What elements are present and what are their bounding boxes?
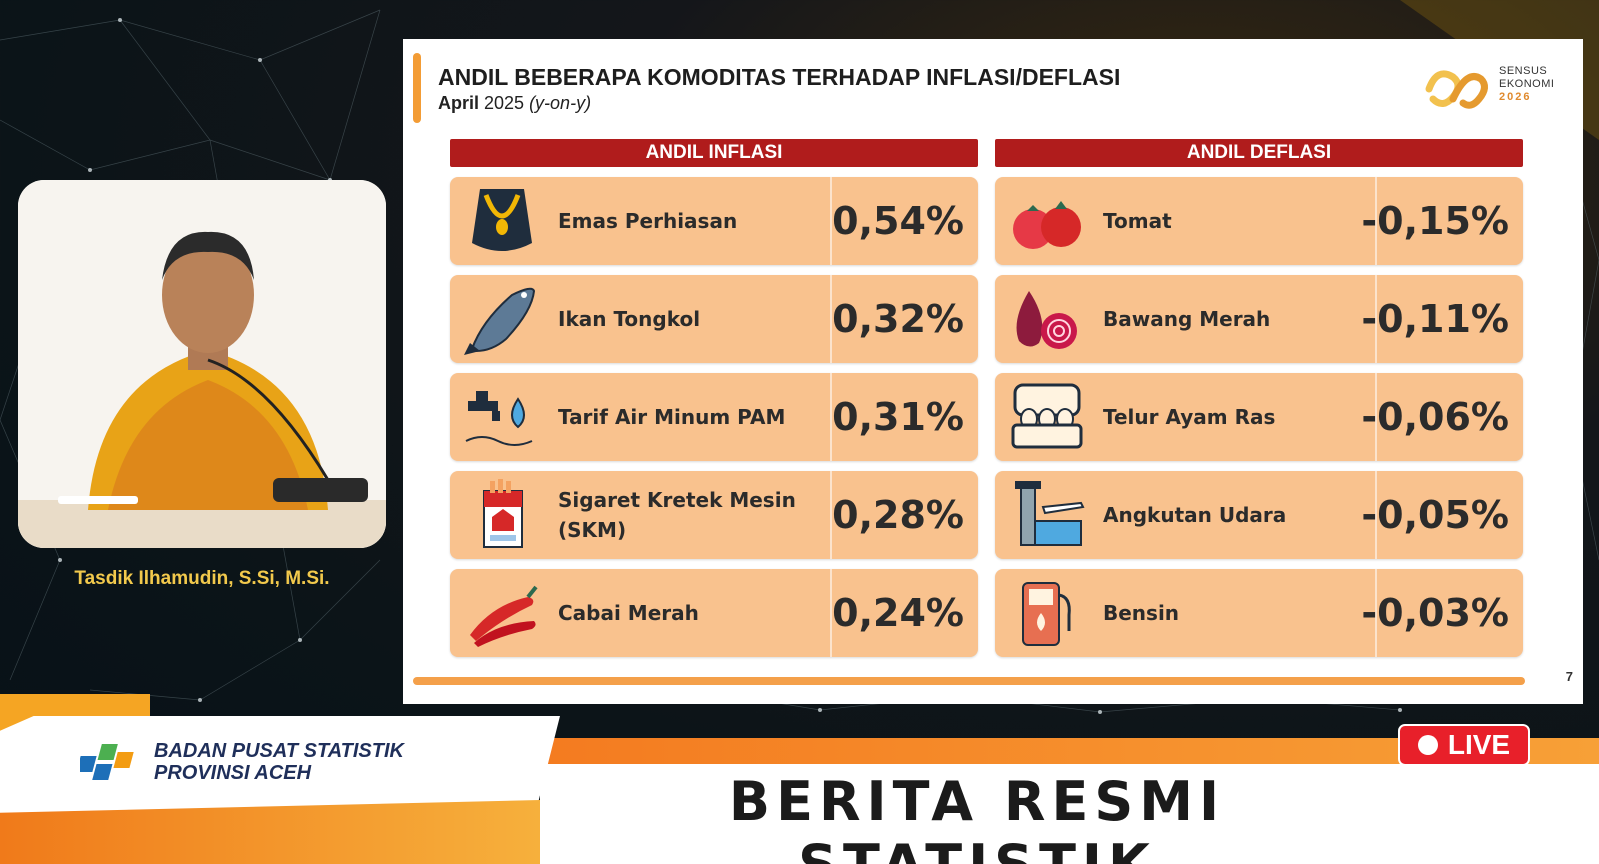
inflasi-value: 0,31%: [832, 395, 964, 439]
slide-subtitle: April 2025 (y-on-y): [438, 93, 591, 114]
necklace-icon: [472, 189, 532, 251]
row-divider: [830, 569, 832, 657]
egg-carton-icon: [1011, 383, 1083, 449]
deflasi-row: Angkutan Udara -0,05%: [995, 471, 1523, 559]
inflasi-value: 0,28%: [832, 493, 964, 537]
row-divider: [1375, 569, 1377, 657]
deflasi-column: ANDIL DEFLASI Tomat -0,15% Bawang Merah …: [995, 139, 1523, 657]
deflasi-row: Telur Ayam Ras -0,06%: [995, 373, 1523, 461]
inflasi-label: Tarif Air Minum PAM: [558, 405, 786, 429]
deflasi-value: -0,11%: [1361, 297, 1509, 341]
live-label: LIVE: [1447, 729, 1511, 760]
speaker-name: Tasdik Ilhamudin, S.Si, M.Si.: [74, 568, 330, 589]
inflasi-label: Ikan Tongkol: [558, 307, 701, 331]
inflasi-row: Emas Perhiasan 0,54%: [450, 177, 978, 265]
row-divider: [1375, 471, 1377, 559]
inflasi-value: 0,24%: [832, 591, 964, 635]
inflasi-header: ANDIL INFLASI: [450, 139, 978, 167]
deflasi-header: ANDIL DEFLASI: [995, 139, 1523, 167]
cigarette-pack-icon: [483, 479, 523, 548]
speaker-video: [18, 180, 386, 548]
speaker-illustration: [18, 180, 386, 548]
inflasi-column: ANDIL INFLASI Emas Perhiasan 0,54% Ikan …: [450, 139, 978, 657]
inflasi-label: Sigaret Kretek Mesin (SKM): [558, 488, 796, 542]
deflasi-label: Angkutan Udara: [1103, 503, 1287, 527]
deflasi-label: Tomat: [1103, 209, 1172, 233]
slide-title: ANDIL BEBERAPA KOMODITAS TERHADAP INFLAS…: [438, 64, 1121, 90]
deflasi-value: -0,05%: [1361, 493, 1509, 537]
inflasi-label: Emas Perhiasan: [558, 209, 738, 233]
bps-logo-icon: [80, 744, 134, 780]
subtitle-year: 2025: [479, 93, 530, 113]
row-divider: [830, 177, 832, 265]
deflasi-value: -0,03%: [1361, 591, 1509, 635]
fuel-pump-icon: [1022, 582, 1071, 646]
sensus-ekonomi-mark-icon: [1425, 70, 1488, 109]
program-title: BERITA RESMI STATISTIK: [728, 770, 1226, 864]
logo-line-1: SENSUS: [1499, 65, 1548, 77]
row-divider: [830, 373, 832, 461]
deflasi-label: Bawang Merah: [1103, 307, 1271, 331]
org-name-line-2: PROVINSI ACEH: [154, 762, 312, 784]
airport-icon: [1015, 481, 1085, 546]
deflasi-label: Bensin: [1103, 601, 1180, 625]
presentation-slide: ANDIL BEBERAPA KOMODITAS TERHADAP INFLAS…: [403, 39, 1583, 704]
live-badge: LIVE: [1398, 724, 1530, 766]
deflasi-row: Tomat -0,15%: [995, 177, 1523, 265]
slide-progress-bar: [413, 677, 1525, 685]
row-divider: [830, 471, 832, 559]
fish-icon: [464, 287, 536, 355]
subtitle-yoy: (y-on-y): [529, 93, 592, 113]
row-divider: [830, 275, 832, 363]
inflasi-label: Cabai Merah: [558, 601, 699, 625]
org-name: BADAN PUSAT STATISTIK PROVINSI ACEH: [154, 740, 404, 784]
live-dot-icon: [1417, 735, 1438, 755]
lower-left-stripes: [0, 800, 540, 864]
inflasi-row: Sigaret Kretek Mesin (SKM) 0,28%: [450, 471, 978, 559]
subtitle-month: April: [438, 93, 480, 113]
deflasi-row: Bawang Merah -0,11%: [995, 275, 1523, 363]
logo-line-2: EKONOMI: [1499, 78, 1555, 90]
inflasi-row: Tarif Air Minum PAM 0,31%: [450, 373, 978, 461]
deflasi-row: Bensin -0,03%: [995, 569, 1523, 657]
logo-line-3: 2026: [1499, 91, 1532, 103]
inflasi-row: Ikan Tongkol 0,32%: [450, 275, 978, 363]
tomato-icon: [1013, 201, 1081, 249]
deflasi-label: Telur Ayam Ras: [1103, 405, 1276, 429]
shallot-icon: [1016, 291, 1077, 349]
inflasi-row: Cabai Merah 0,24%: [450, 569, 978, 657]
title-accent-bar: [413, 53, 421, 123]
page-number: 7: [1565, 669, 1573, 684]
chili-icon: [470, 585, 538, 647]
sensus-ekonomi-logo: SENSUS EKONOMI 2026: [1423, 59, 1573, 119]
row-divider: [1375, 275, 1377, 363]
inflasi-value: 0,32%: [832, 297, 964, 341]
inflasi-value: 0,54%: [832, 199, 964, 243]
org-name-line-1: BADAN PUSAT STATISTIK: [154, 740, 404, 762]
row-divider: [1375, 177, 1377, 265]
lower-white-band: [540, 764, 1599, 864]
deflasi-value: -0,15%: [1361, 199, 1509, 243]
water-tap-icon: [465, 391, 533, 446]
row-divider: [1375, 373, 1377, 461]
deflasi-value: -0,06%: [1361, 395, 1509, 439]
